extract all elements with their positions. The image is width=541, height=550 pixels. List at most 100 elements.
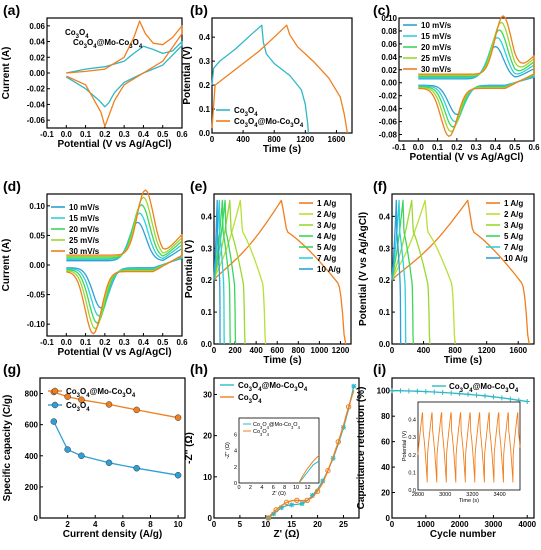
legend-entry: 10 A/g bbox=[317, 265, 341, 274]
plot-frame bbox=[211, 17, 353, 134]
text-span: 30 bbox=[421, 65, 430, 74]
data-point bbox=[78, 396, 85, 404]
x-tick-label: 25 bbox=[339, 520, 348, 529]
x-tick-label: 0.5 bbox=[157, 338, 169, 347]
x-tick-label: 1000 bbox=[310, 346, 328, 355]
text-span: 3 bbox=[249, 399, 253, 405]
text-span: 3 bbox=[260, 432, 263, 437]
y-tick-label: 0.06 bbox=[29, 22, 45, 31]
text-span: Co bbox=[66, 387, 77, 396]
inset-x-tick-label: 3400 bbox=[493, 492, 505, 498]
y-tick-label: -0.08 bbox=[379, 131, 398, 140]
text-span: 4 bbox=[139, 44, 143, 50]
plot-frame bbox=[213, 377, 360, 519]
x-tick-label: 0.2 bbox=[451, 143, 463, 152]
x-axis-label: Z' (Ω) bbox=[274, 529, 300, 540]
x-tick-label: 0 bbox=[212, 520, 217, 529]
cv-curve-30mVs bbox=[66, 189, 183, 335]
x-tick-label: 0.0 bbox=[413, 143, 425, 152]
text-span: 3 bbox=[504, 221, 509, 230]
y-tick-label: 0.00 bbox=[29, 69, 45, 78]
text-span: A/g bbox=[508, 210, 523, 219]
inset-x-tick-label: 2800 bbox=[412, 492, 424, 498]
text-span: mV/s bbox=[78, 203, 100, 212]
inset-nyquist bbox=[298, 460, 320, 484]
x-tick-label: 10 bbox=[261, 520, 270, 529]
text-span: 3 bbox=[245, 112, 249, 118]
inset-x-tick-label: 2 bbox=[249, 485, 252, 491]
y-tick-label: 30 bbox=[203, 390, 212, 399]
y-tick-label: 0.3 bbox=[199, 57, 211, 66]
text-span: 3 bbox=[76, 34, 80, 40]
data-point-star bbox=[474, 392, 480, 398]
gcd-curve-1Ag bbox=[213, 199, 347, 345]
data-point bbox=[64, 393, 71, 400]
text-span: 4 bbox=[300, 123, 304, 129]
text-span: 4 bbox=[267, 432, 270, 437]
text-span: 4 bbox=[132, 393, 136, 399]
text-span: @Mo-Co bbox=[262, 381, 295, 390]
text-span: Co bbox=[66, 401, 77, 410]
text-span: @Mo-Co bbox=[90, 387, 123, 396]
x-tick-label: 5 bbox=[238, 520, 243, 529]
y-tick-label: 0.00 bbox=[29, 261, 45, 270]
inset-x-tick-label: 3000 bbox=[439, 492, 451, 498]
text-span: 5 bbox=[317, 243, 322, 252]
y-tick-label: 0.2 bbox=[379, 276, 391, 285]
y-tick-label: 0.02 bbox=[381, 66, 397, 75]
text-span: 4 bbox=[258, 387, 262, 393]
legend-entry: 2 A/g bbox=[504, 210, 523, 219]
inset-x-tick-label: 10 bbox=[293, 485, 299, 491]
inset-y-label: Potential (V) bbox=[402, 431, 408, 461]
text-span: O bbox=[293, 422, 298, 428]
text-span: O bbox=[298, 381, 304, 390]
x-tick-label: 0.1 bbox=[432, 143, 444, 152]
x-tick-label: 1000 bbox=[417, 520, 435, 529]
x-tick-label: 0.2 bbox=[99, 338, 111, 347]
data-point-star bbox=[397, 388, 403, 394]
x-tick-label: 4 bbox=[93, 520, 98, 529]
x-tick-label: 0.1 bbox=[80, 338, 92, 347]
capacity-line-Co3O4 bbox=[53, 421, 179, 476]
y-tick-label: 0.0 bbox=[199, 129, 211, 138]
y-tick-label: 0.10 bbox=[29, 202, 45, 211]
data-point-star bbox=[309, 492, 315, 498]
legend-entry: Co3O4@Mo-Co3O4 bbox=[238, 381, 308, 393]
data-point-circle bbox=[345, 404, 352, 410]
x-tick-label: 0 bbox=[212, 346, 217, 355]
y-tick-label: 0.02 bbox=[29, 53, 45, 62]
text-span: A/g bbox=[321, 210, 336, 219]
data-point-circle bbox=[265, 515, 272, 521]
text-span: 25 bbox=[421, 54, 430, 63]
text-span: 10 bbox=[504, 254, 513, 263]
x-axis-label: Time (s) bbox=[263, 144, 301, 155]
y-tick-label: 0.10 bbox=[381, 14, 397, 23]
series-label: Co3O4 bbox=[65, 28, 89, 40]
inset-x-label: Z' (Ω) bbox=[272, 491, 286, 497]
panel-d: -0.1 0.0 0.1 0.2 0.3 0.4 0.5 0.6 0.10 0.05 0.00 -0.… bbox=[1, 189, 188, 358]
x-tick-label: 0.3 bbox=[119, 338, 131, 347]
data-point bbox=[133, 464, 140, 472]
text-span: 7 bbox=[317, 254, 322, 263]
text-span: 10 bbox=[421, 21, 430, 30]
text-span: A/g bbox=[321, 243, 336, 252]
text-span: 4 bbox=[85, 34, 89, 40]
data-point-star bbox=[482, 393, 488, 399]
inset-y-tick-label: 0.1 bbox=[408, 470, 416, 476]
text-span: A/g bbox=[321, 199, 336, 208]
text-span: mV/s bbox=[78, 247, 100, 256]
y-tick-label: 20 bbox=[203, 432, 212, 441]
data-point-star bbox=[507, 396, 513, 402]
text-span: 3 bbox=[129, 44, 133, 50]
gcd-curve-2Ag bbox=[213, 199, 267, 345]
x-tick-label: 800 bbox=[448, 346, 462, 355]
y-tick-label: -0.02 bbox=[379, 92, 398, 101]
legend-entry: 3 A/g bbox=[504, 221, 523, 230]
x-axis-label: Time (s) bbox=[263, 355, 301, 366]
text-span: 4 bbox=[298, 425, 301, 430]
y-tick-label: -0.06 bbox=[379, 118, 398, 127]
text-span: Co bbox=[65, 28, 76, 37]
y-tick-label: 0.00 bbox=[381, 79, 397, 88]
legend-entry: 2 A/g bbox=[317, 210, 336, 219]
panel-label-b: (b) bbox=[190, 2, 208, 18]
